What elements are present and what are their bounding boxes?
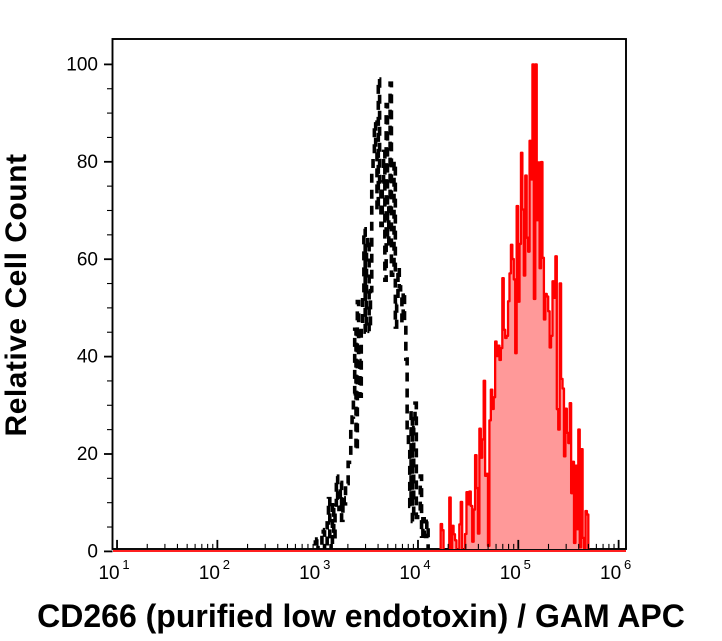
svg-text:10: 10 — [299, 563, 320, 584]
svg-text:2: 2 — [223, 557, 230, 572]
svg-text:10: 10 — [399, 563, 420, 584]
svg-text:1: 1 — [122, 557, 129, 572]
svg-text:10: 10 — [98, 563, 119, 584]
svg-text:5: 5 — [524, 557, 531, 572]
svg-text:80: 80 — [77, 152, 98, 173]
svg-text:10: 10 — [600, 563, 621, 584]
svg-text:100: 100 — [66, 55, 98, 76]
svg-text:40: 40 — [77, 347, 98, 368]
svg-text:3: 3 — [323, 557, 330, 572]
svg-text:6: 6 — [624, 557, 631, 572]
svg-text:4: 4 — [423, 557, 430, 572]
svg-text:20: 20 — [77, 444, 98, 465]
svg-text:10: 10 — [199, 563, 220, 584]
svg-text:60: 60 — [77, 249, 98, 270]
svg-text:10: 10 — [500, 563, 521, 584]
svg-text:0: 0 — [87, 542, 98, 563]
